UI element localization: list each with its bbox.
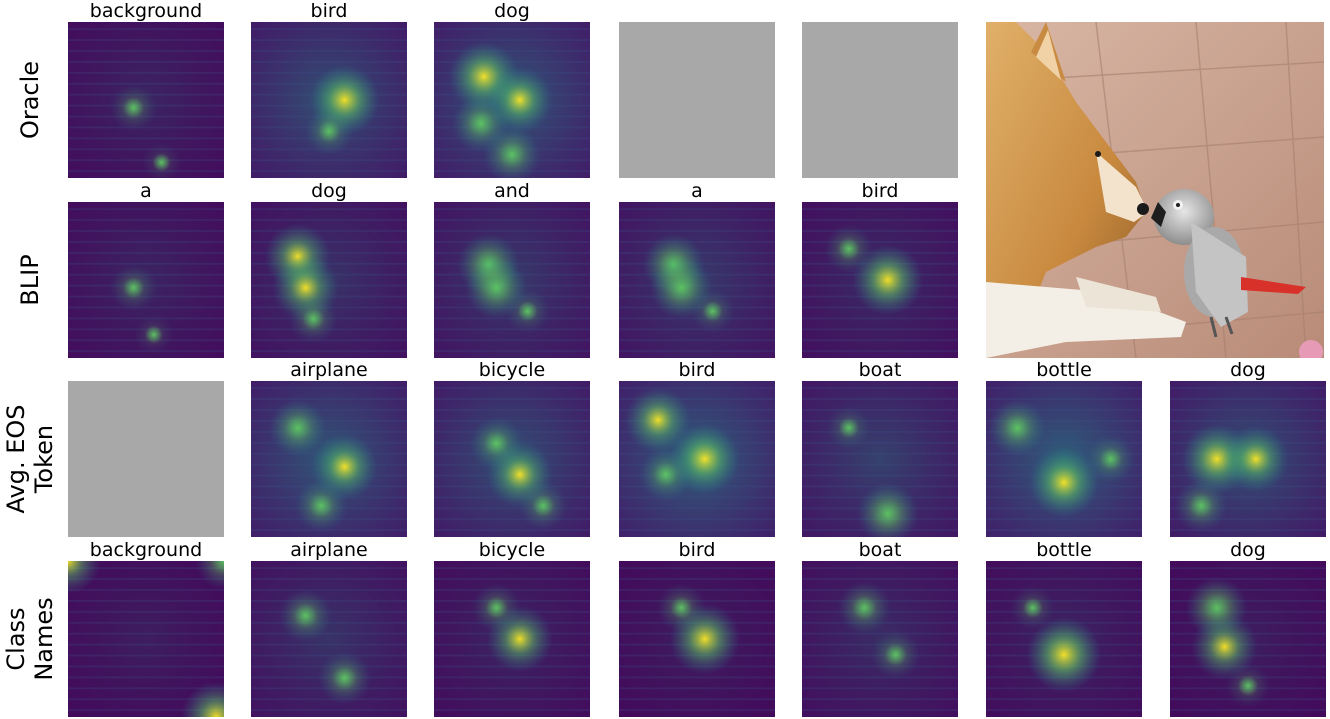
row-label: BLIP (14, 202, 46, 358)
photo-dog-and-parrot (986, 22, 1324, 358)
row-label-line: Avg. EOS (2, 404, 30, 514)
heatmap-tile (68, 22, 224, 178)
heatmap-blob (141, 142, 182, 178)
heatmap-tile (251, 381, 407, 537)
heatmap-blob (110, 264, 157, 312)
row-label-line: Oracle (16, 60, 44, 140)
tile-title: dog (311, 180, 347, 202)
heatmap-blob (1028, 447, 1100, 518)
tile-title: bird (310, 0, 348, 22)
heatmap-blob (657, 583, 706, 633)
heatmap-blob (1086, 434, 1136, 484)
row-label: Oracle (14, 22, 46, 178)
heatmap-blob (690, 289, 735, 334)
tile-title: airplane (290, 539, 368, 561)
heatmap-blob (195, 561, 224, 590)
heatmap-tile (251, 202, 407, 358)
tile-title: background (89, 0, 203, 22)
tile-title: boat (858, 359, 902, 381)
heatmap-blob (518, 481, 568, 531)
empty-tile (619, 22, 775, 178)
heatmap-tile (68, 202, 224, 358)
heatmap-blob (289, 294, 338, 344)
heatmap-tile (68, 561, 224, 717)
heatmap-blob (1191, 613, 1258, 680)
tile-title: a (691, 180, 703, 202)
heatmap-tile (251, 22, 407, 178)
tile-title: bird (678, 359, 716, 381)
heatmap-blob (1222, 425, 1289, 493)
tile-title: boat (858, 539, 902, 561)
heatmap-blob (483, 125, 541, 178)
heatmap-blob (1174, 479, 1228, 533)
heatmap-tile (1170, 561, 1326, 717)
heatmap-tile (619, 561, 775, 717)
heatmap-tile (434, 381, 590, 537)
heatmap-blob (852, 244, 924, 316)
tile-title: airplane (290, 359, 368, 381)
row-label: Class Names (0, 561, 60, 717)
heatmap-tile (1170, 381, 1326, 537)
heatmap-blob (624, 386, 692, 454)
heatmap-blob (1010, 585, 1055, 630)
empty-tile (802, 22, 958, 178)
tile-title: bird (861, 180, 899, 202)
heatmap-tile (434, 561, 590, 717)
empty-tile (68, 381, 224, 537)
heatmap-blob (318, 651, 372, 705)
tile-title: bicycle (478, 359, 546, 381)
heatmap-tile (986, 381, 1142, 537)
tile-title: bottle (1036, 359, 1092, 381)
heatmap-blob (133, 314, 174, 355)
heatmap-blob (639, 448, 693, 502)
heatmap-blob (856, 482, 919, 537)
heatmap-blob (279, 589, 333, 643)
heatmap-blob (472, 583, 521, 633)
heatmap-blob (294, 479, 348, 533)
tile-title: and (494, 180, 530, 202)
heatmap-blob (505, 289, 550, 334)
row-label-line: BLIP (16, 254, 44, 306)
heatmap-blob (304, 106, 354, 156)
heatmap-tile (434, 202, 590, 358)
tile-title: bird (678, 539, 716, 561)
tile-title: dog (1230, 539, 1266, 561)
heatmap-tile (434, 22, 590, 178)
tile-title: dog (1230, 359, 1266, 381)
heatmap-blob (110, 84, 157, 132)
row-label: Avg. EOS Token (0, 381, 60, 537)
heatmap-tile (802, 202, 958, 358)
row-label-line: Token (30, 424, 58, 494)
heatmap-blob (824, 224, 874, 274)
tile-title: background (89, 539, 203, 561)
heatmap-blob (1026, 617, 1102, 693)
heatmap-tile (251, 561, 407, 717)
heatmap-tile (619, 381, 775, 537)
heatmap-blob (68, 561, 102, 595)
tile-title: dog (494, 0, 530, 22)
row-label-line: Class (2, 607, 30, 671)
heatmap-tile (986, 561, 1142, 717)
tile-title: bicycle (478, 539, 546, 561)
heatmap-blob (269, 399, 327, 457)
heatmap-blob (180, 681, 224, 717)
heatmap-blob (837, 581, 891, 635)
heatmap-blob (469, 416, 523, 470)
heatmap-blob (1225, 663, 1271, 708)
heatmap-blob (988, 399, 1046, 457)
row-label-line: Names (30, 597, 58, 681)
heatmap-tile (802, 381, 958, 537)
tile-title: bottle (1036, 539, 1092, 561)
heatmap-blob (826, 405, 871, 450)
heatmap-tile (802, 561, 958, 717)
heatmap-tile (619, 202, 775, 358)
tile-title: a (140, 180, 152, 202)
heatmap-blob (871, 630, 920, 679)
